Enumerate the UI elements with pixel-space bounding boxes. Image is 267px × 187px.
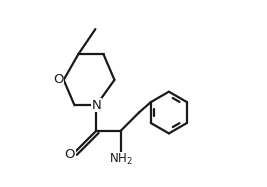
Text: O: O (53, 73, 64, 86)
Text: NH$_2$: NH$_2$ (109, 152, 133, 167)
Text: N: N (91, 99, 101, 112)
Text: O: O (64, 148, 75, 161)
